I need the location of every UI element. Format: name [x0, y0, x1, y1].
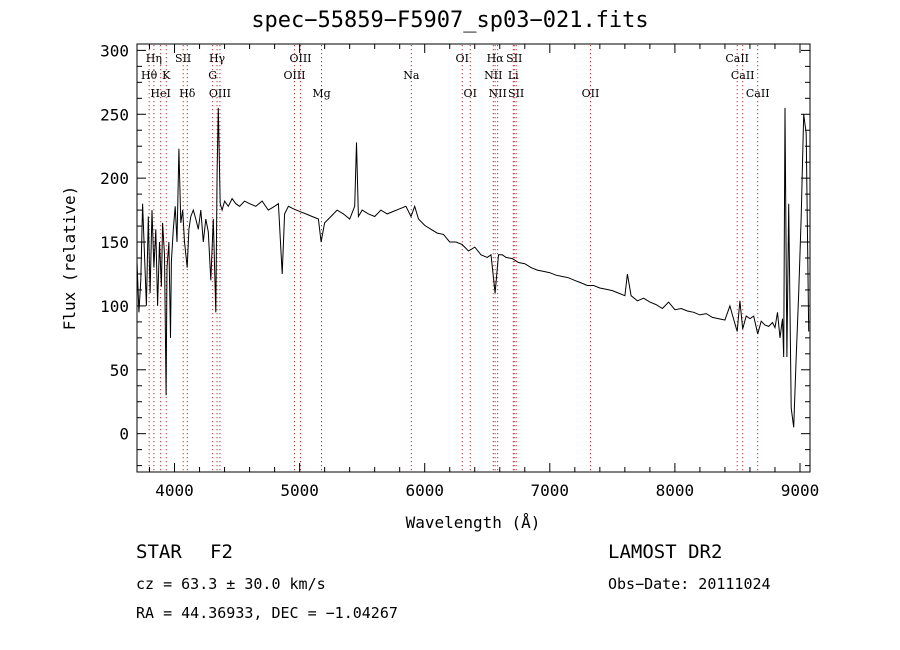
chart-title: spec−55859−F5907_sp03−021.fits: [251, 8, 649, 33]
spectral-line-label: Mg: [312, 87, 330, 100]
spectral-line-label: NII: [488, 87, 506, 100]
spectral-line-label: OIII: [289, 52, 311, 65]
plot-frame: [136, 43, 811, 473]
spectral-line-label: OI: [456, 52, 469, 65]
spectral-line-label: G: [208, 69, 217, 82]
spectral-line-markers: [148, 45, 759, 471]
y-tick-label: 100: [100, 297, 129, 316]
spectral-line-label: CaII: [746, 87, 770, 100]
spectral-line-label: K: [162, 69, 171, 82]
spectral-line-label: CaII: [731, 69, 755, 82]
spectral-line-label: Hα: [487, 52, 505, 65]
y-tick-label: 300: [100, 41, 129, 60]
spectral-line-label: Na: [403, 69, 420, 82]
y-axis: 0 50 100 150 200 250 300: [100, 41, 810, 467]
sky-coordinates: RA = 44.36933, DEC = −1.04267: [136, 604, 398, 622]
x-tick-label: 5000: [280, 481, 319, 500]
spectral-line-label: Hη: [146, 52, 162, 65]
x-tick-label: 9000: [781, 481, 820, 500]
spectral-line-label: Hδ: [179, 87, 196, 100]
spectrum-series: [136, 107, 810, 428]
spectral-line-label: HeI: [150, 87, 170, 100]
spectral-line-label: Hγ: [209, 52, 226, 65]
sub-class: F2: [210, 541, 233, 563]
y-axis-label: Flux (relative): [60, 186, 79, 331]
y-tick-label: 50: [110, 361, 129, 380]
spectral-line-label: Li: [508, 69, 519, 82]
x-tick-label: 4000: [155, 481, 194, 500]
spectral-line-label: OIII: [209, 87, 231, 100]
survey-name: LAMOST DR2: [608, 541, 723, 563]
spectral-line-label: OIII: [283, 69, 305, 82]
y-tick-label: 250: [100, 105, 129, 124]
spectral-line-label: OII: [582, 87, 600, 100]
x-axis-label: Wavelength (Å): [406, 513, 541, 532]
y-tick-label: 150: [100, 233, 129, 252]
spectral-line-label: CaII: [725, 52, 749, 65]
spectral-line-label: NII: [484, 69, 502, 82]
x-tick-label: 7000: [531, 481, 570, 500]
spectral-line-label: SII: [506, 52, 522, 65]
x-tick-label: 8000: [656, 481, 695, 500]
spectral-line-label: Hθ: [141, 69, 158, 82]
spectral-line-label: SII: [175, 52, 191, 65]
spectral-line-label: OI: [464, 87, 477, 100]
redshift-velocity: cz = 63.3 ± 30.0 km/s: [136, 575, 326, 593]
observation-date: Obs−Date: 20111024: [608, 575, 771, 593]
x-tick-label: 6000: [405, 481, 444, 500]
object-type: STAR: [136, 541, 182, 563]
x-axis: 4000 5000 6000 7000 8000 9000: [149, 44, 820, 500]
y-tick-label: 200: [100, 169, 129, 188]
y-tick-label: 0: [119, 425, 129, 444]
spectral-line-label: SII: [508, 87, 524, 100]
